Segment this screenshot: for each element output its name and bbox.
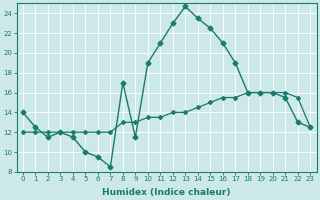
X-axis label: Humidex (Indice chaleur): Humidex (Indice chaleur)	[102, 188, 231, 197]
